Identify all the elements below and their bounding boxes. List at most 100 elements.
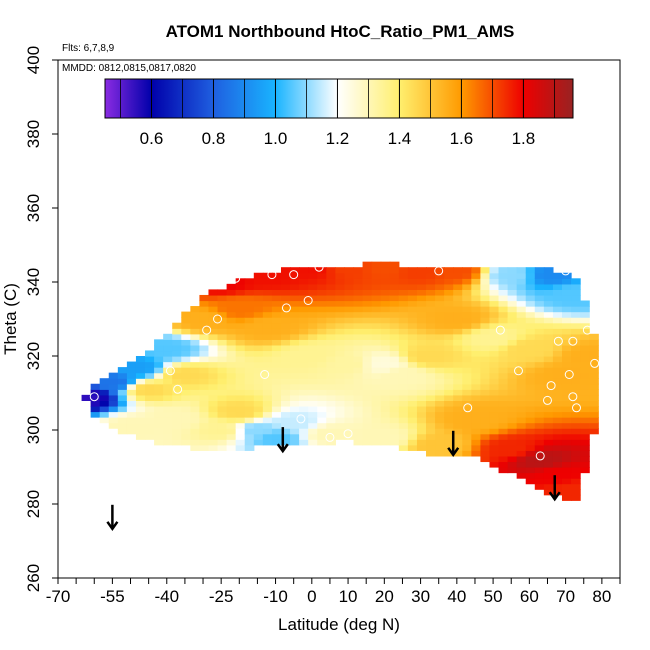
heatmap-cell (299, 439, 309, 446)
heatmap-cell (525, 272, 536, 279)
heatmap-cell (552, 389, 563, 396)
heatmap-cell (190, 306, 200, 313)
heatmap-cell (371, 344, 382, 352)
heatmap-cell (516, 283, 527, 290)
heatmap-cell (498, 422, 509, 429)
heatmap-cell (235, 328, 246, 335)
heatmap-cell (534, 350, 545, 357)
heatmap-cell (235, 444, 246, 451)
heatmap-cell (253, 389, 264, 396)
heatmap-cell (580, 400, 590, 407)
heatmap-cell (407, 394, 418, 401)
heatmap-cell (416, 317, 427, 324)
heatmap-cell (580, 433, 590, 440)
heatmap-cell (571, 328, 581, 335)
heatmap-cell (507, 344, 518, 352)
heatmap-cell (299, 272, 309, 279)
heatmap-cell (262, 389, 273, 396)
heatmap-cell (534, 283, 545, 290)
heatmap-cell (172, 394, 182, 401)
heatmap-cell (154, 433, 164, 440)
heatmap-cell (498, 294, 509, 302)
heatmap-cell (534, 478, 545, 485)
heatmap-cell (299, 361, 309, 368)
heatmap-cell (353, 300, 364, 307)
heatmap-cell (489, 455, 500, 463)
heatmap-cell (154, 439, 164, 446)
heatmap-cell (335, 428, 346, 435)
heatmap-cell (199, 339, 210, 346)
heatmap-cell (580, 378, 590, 385)
heatmap-cell (561, 356, 572, 363)
heatmap-cell (190, 350, 200, 357)
heatmap-cell (561, 372, 572, 379)
heatmap-cell (498, 467, 509, 474)
heatmap-cell (516, 461, 527, 468)
heatmap-cell (199, 433, 210, 440)
heatmap-cell (380, 289, 391, 296)
heatmap-cell (580, 344, 590, 352)
heatmap-cell (543, 461, 554, 468)
heatmap-cell (244, 400, 255, 407)
heatmap-cell (280, 267, 291, 274)
heatmap-cell (190, 311, 200, 318)
heatmap-cell (435, 328, 445, 335)
heatmap-cell (426, 350, 436, 357)
heatmap-cell (163, 433, 173, 440)
heatmap-cell (462, 283, 472, 290)
heatmap-cell (453, 344, 463, 352)
heatmap-cell (181, 422, 191, 429)
heatmap-cell (552, 311, 563, 318)
heatmap-cell (353, 417, 364, 424)
heatmap-cell (534, 439, 545, 446)
heatmap-cell (534, 333, 545, 340)
heatmap-cell (362, 433, 373, 440)
heatmap-cell (335, 372, 346, 379)
heatmap-cell (362, 322, 373, 329)
heatmap-cell (407, 405, 418, 413)
heatmap-cell (435, 311, 445, 318)
heatmap-cell (516, 333, 527, 340)
heatmap-cell (126, 411, 137, 418)
heatmap-cell (552, 283, 563, 290)
heatmap-cell (589, 389, 599, 396)
heatmap-cell (199, 300, 210, 307)
heatmap-cell (416, 294, 427, 302)
heatmap-cell (435, 289, 445, 296)
arrow-markers (106, 427, 561, 531)
heatmap-cell (571, 333, 581, 340)
heatmap-cell (145, 428, 155, 435)
heatmap-cell (389, 328, 400, 335)
heatmap-cell (181, 339, 191, 346)
sample-point (590, 358, 600, 368)
heatmap-cell (480, 428, 491, 435)
heatmap-cell (226, 333, 237, 340)
heatmap-cell (208, 333, 219, 340)
heatmap-cell (217, 350, 228, 357)
heatmap-cell (308, 294, 318, 302)
heatmap-cell (235, 394, 246, 401)
heatmap-cell (489, 328, 500, 335)
heatmap-cell (226, 389, 237, 396)
heatmap-cell (253, 394, 264, 401)
heatmap-cell (244, 294, 255, 302)
heatmap-cell (571, 461, 581, 468)
heatmap-cell (571, 394, 581, 401)
heatmap-cell (190, 328, 200, 335)
heatmap-cell (308, 322, 318, 329)
heatmap-cell (199, 372, 210, 379)
heatmap-cell (416, 350, 427, 357)
heatmap-cell (552, 372, 563, 379)
heatmap-cell (426, 450, 436, 457)
heatmap-cell (507, 378, 518, 385)
heatmap-cell (416, 311, 427, 318)
heatmap-cell (380, 422, 391, 429)
heatmap-cell (589, 417, 599, 424)
heatmap-cell (489, 350, 500, 357)
sample-point (260, 370, 270, 379)
heatmap-cell (489, 322, 500, 329)
heatmap-cell (462, 267, 472, 274)
heatmap-cell (516, 322, 527, 329)
heatmap-cell (253, 367, 264, 374)
heatmap-cell (444, 394, 454, 401)
